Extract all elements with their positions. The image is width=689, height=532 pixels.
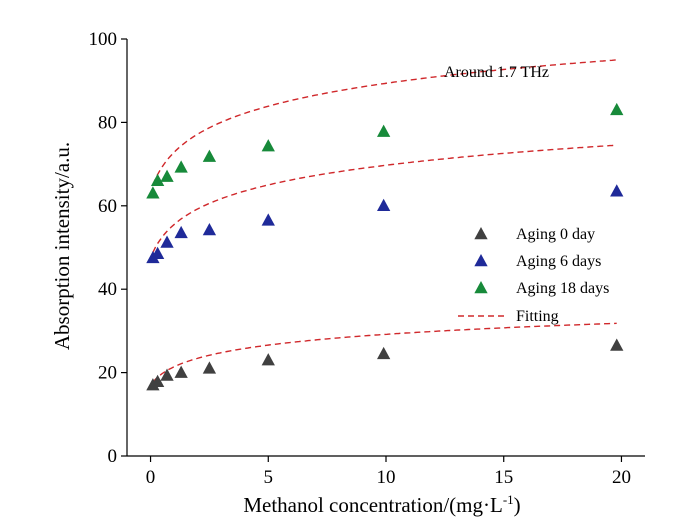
point-s0-4 (202, 361, 217, 374)
fitting-curves (152, 59, 617, 383)
point-s1-5 (261, 213, 275, 226)
point-s2-1 (150, 173, 165, 187)
point-s1-7 (610, 184, 624, 197)
legend-label-1: Aging 6 days (516, 253, 601, 270)
y-tick-label: 80 (98, 112, 117, 133)
x-axis-title-main: Methanol concentration/(mg·L (243, 493, 503, 517)
x-tick-label: 10 (377, 467, 396, 488)
point-s2-0 (146, 186, 160, 199)
point-s1-1 (150, 246, 165, 260)
point-s2-7 (610, 102, 624, 116)
point-s0-3 (174, 365, 188, 378)
legend: Aging 0 day Aging 6 days Aging 18 days Fitt… (458, 226, 609, 325)
y-tick-label: 60 (98, 196, 117, 217)
data-points (146, 102, 624, 391)
point-s1-6 (376, 198, 391, 212)
fit-curve-0 (152, 322, 617, 383)
point-s0-2 (160, 368, 174, 381)
legend-marker-2 (474, 281, 488, 294)
annotation: Around 1.7 THz (444, 64, 549, 81)
point-s1-4 (202, 222, 217, 236)
x-tick-label: 15 (494, 467, 513, 488)
point-s0-1 (150, 374, 165, 388)
point-s2-2 (160, 169, 174, 182)
point-s1-3 (174, 225, 188, 239)
point-s0-5 (261, 353, 275, 366)
x-tick-label: 5 (264, 467, 274, 488)
x-axis-title-close: ) (514, 493, 521, 517)
y-axis-title: Absorption intensity/a.u. (50, 142, 74, 350)
point-s2-4 (202, 149, 217, 162)
point-s0-6 (376, 346, 391, 360)
axes: 0 20 40 60 80 100 0 5 10 15 20 (89, 29, 645, 488)
fit-curve-2 (152, 59, 617, 185)
legend-label-0: Aging 0 day (516, 226, 595, 243)
x-tick-label: 20 (612, 467, 631, 488)
legend-label-2: Aging 18 days (516, 280, 609, 297)
point-s1-2 (160, 235, 174, 248)
legend-marker-0 (474, 227, 488, 240)
y-tick-label: 40 (98, 279, 117, 300)
y-tick-label: 20 (98, 363, 117, 384)
point-s2-3 (174, 160, 188, 173)
legend-label-fitting: Fitting (516, 308, 559, 325)
x-tick-label: 0 (146, 467, 156, 488)
y-tick-label: 0 (108, 446, 118, 467)
x-axis-title-superscript: -1 (503, 492, 514, 507)
legend-marker-1 (474, 254, 488, 267)
point-s2-5 (261, 139, 275, 152)
y-tick-label: 100 (89, 29, 118, 50)
point-s2-6 (376, 124, 391, 137)
x-axis-title: Methanol concentration/(mg·L-1) (243, 492, 520, 517)
point-s0-7 (610, 338, 624, 351)
fit-curve-1 (152, 144, 617, 253)
